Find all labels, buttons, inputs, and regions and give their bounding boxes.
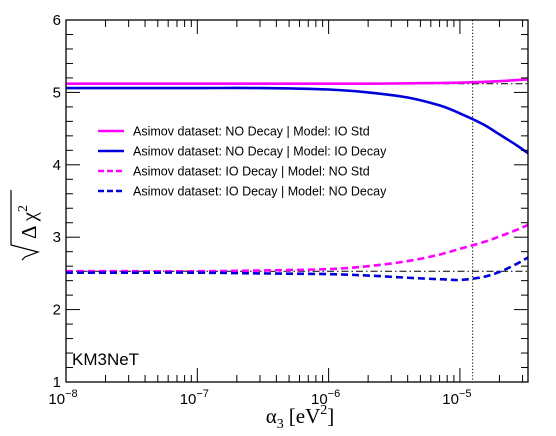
x-axis-title: α3 [eV2]	[266, 403, 335, 432]
y-tick-label: 6	[53, 12, 61, 29]
y-axis-title: Δ χ2	[10, 190, 41, 261]
x-axis-symbol: α	[266, 404, 277, 428]
plot-frame	[65, 19, 529, 383]
x-axis-close: ]	[327, 404, 334, 428]
legend-label-3: Asimov dataset: IO Decay | Model: NO Dec…	[133, 185, 387, 199]
x-tick-label: 10−6	[311, 388, 340, 408]
svg-text:Δ χ2: Δ χ2	[16, 205, 41, 239]
series-line-1	[66, 86, 529, 155]
axes: 1 2 3 4 5 6 10−8 10−7 10−6 10−5	[48, 12, 529, 408]
y-tick-label: 3	[53, 229, 61, 246]
legend-label-1: Asimov dataset: NO Decay | Model: IO Dec…	[133, 145, 387, 159]
y-axis-superscript: 2	[16, 205, 31, 212]
legend-label-2: Asimov dataset: IO Decay | Model: NO Std	[133, 165, 370, 179]
x-axis-unit: [eV	[289, 404, 320, 428]
y-tick-label: 4	[53, 157, 61, 174]
y-axis-symbol: Δ χ	[17, 211, 41, 239]
sqrt-sign-icon	[10, 190, 40, 261]
series-lines	[65, 78, 529, 282]
x-tick-label: 10−8	[48, 388, 77, 408]
series-line-3	[65, 256, 529, 282]
y-tick-label: 2	[53, 302, 61, 319]
x-axis-subscript: 3	[277, 417, 284, 432]
km3net-label: KM3NeT	[72, 350, 139, 369]
series-line-0	[65, 78, 529, 86]
x-axis-unit-sup: 2	[320, 403, 327, 418]
legend-label-0: Asimov dataset: NO Decay | Model: IO Std	[133, 125, 370, 139]
y-tick-label: 5	[53, 84, 61, 101]
y-tick-label: 1	[53, 374, 61, 391]
series-line-2	[65, 223, 529, 273]
x-tick-label: 10−7	[180, 388, 209, 408]
legend: Asimov dataset: NO Decay | Model: IO Std…	[98, 125, 387, 199]
reference-lines	[66, 20, 528, 382]
x-tick-label: 10−5	[442, 388, 471, 408]
